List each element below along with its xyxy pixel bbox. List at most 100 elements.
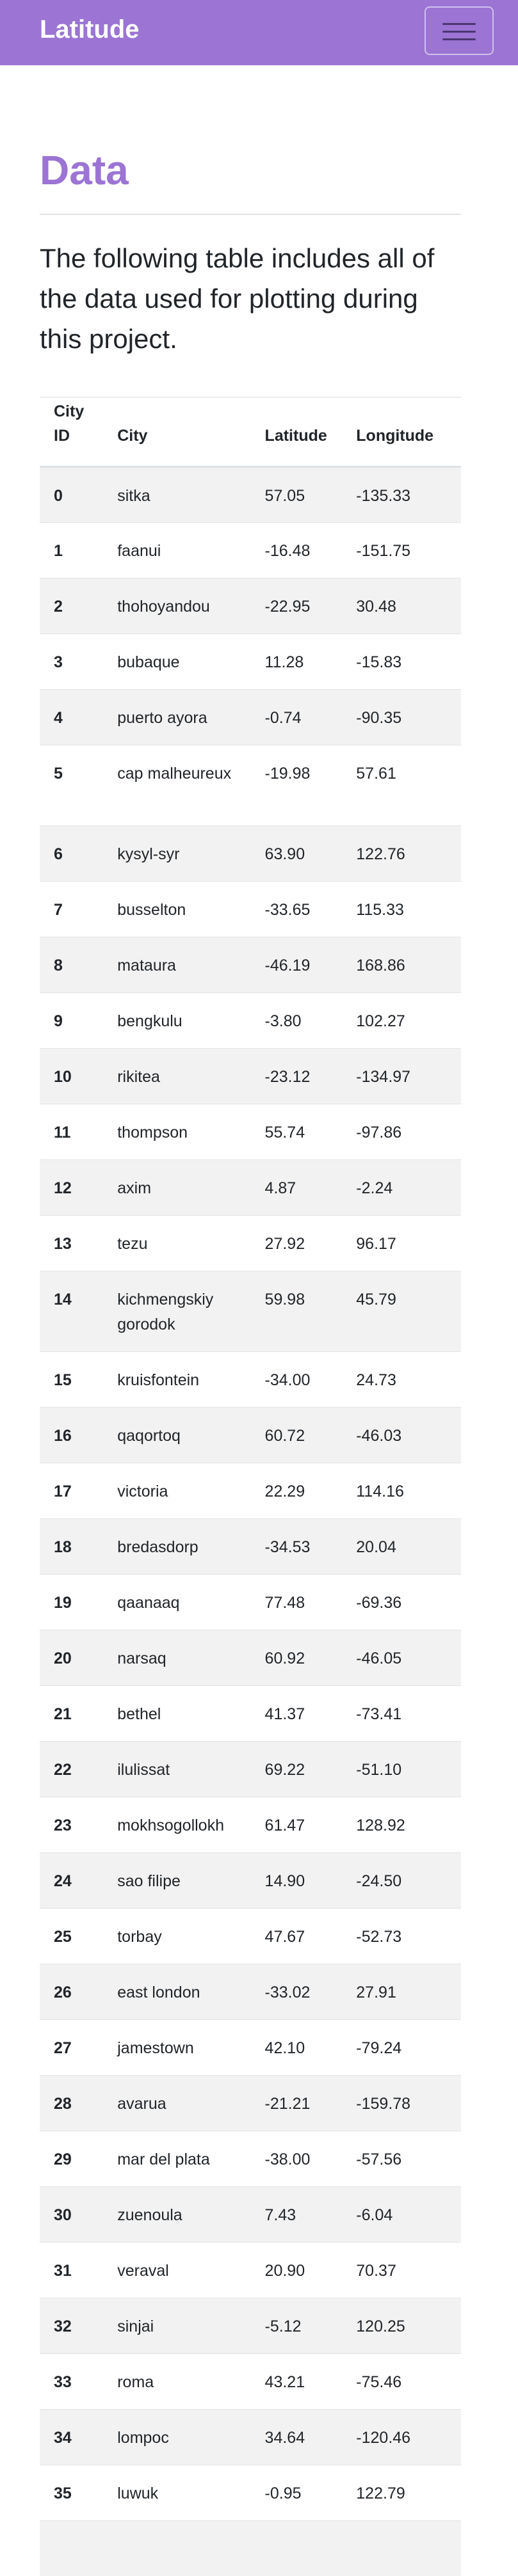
table-row: 34 lompoc 34.64 -120.46 xyxy=(40,2408,461,2465)
cell-latitude: -33.02 xyxy=(250,1963,343,2019)
cell-latitude: 43.21 xyxy=(250,2353,343,2409)
cell-latitude: 60.72 xyxy=(250,1406,343,1463)
navbar: Latitude xyxy=(0,0,518,65)
table-row: 32 sinjai -5.12 120.25 xyxy=(40,2297,461,2353)
page-title: Data xyxy=(40,147,129,193)
cell-longitude: -79.24 xyxy=(342,2019,461,2075)
cell-city-id: 27 xyxy=(40,2019,104,2075)
cell-longitude: -6.04 xyxy=(342,2186,461,2242)
table-row: 9 bengkulu -3.80 102.27 xyxy=(40,992,461,1048)
cell-longitude: -135.33 xyxy=(342,466,461,522)
table-row: 24 sao filipe 14.90 -24.50 xyxy=(40,1852,461,1908)
cell-city-id: 17 xyxy=(40,1462,104,1518)
cell-latitude: 14.90 xyxy=(250,1852,343,1908)
cell-city: bredasdorp xyxy=(103,1518,251,1574)
table-row: 21 bethel 41.37 -73.41 xyxy=(40,1685,461,1741)
table-row: 3 bubaque 11.28 -15.83 xyxy=(40,633,461,689)
cell-latitude: -22.95 xyxy=(250,577,343,633)
cell-longitude: -151.75 xyxy=(342,521,461,578)
table-row: 2 thohoyandou -22.95 30.48 xyxy=(40,577,461,633)
cell-latitude: -23.12 xyxy=(250,1047,343,1104)
table-row: 6 kysyl-syr 63.90 122.76 xyxy=(40,825,461,881)
cell-city: bengkulu xyxy=(103,992,251,1048)
cell-longitude: -159.78 xyxy=(342,2074,461,2131)
cell-longitude: -15.83 xyxy=(342,633,461,689)
cell-city-id: 6 xyxy=(40,825,104,881)
cell-city: mataura xyxy=(103,936,251,992)
table-row: 13 tezu 27.92 96.17 xyxy=(40,1214,461,1271)
cell-city-id: 18 xyxy=(40,1518,104,1574)
navbar-toggle-button[interactable] xyxy=(425,6,494,55)
cell-longitude: 70.37 xyxy=(342,2241,461,2298)
cell-city-id: 9 xyxy=(40,992,104,1048)
cell-longitude: 20.04 xyxy=(342,1518,461,1574)
cell-city-id: 33 xyxy=(40,2353,104,2409)
table-row: 7 busselton -33.65 115.33 xyxy=(40,880,461,937)
cell-longitude: 122.76 xyxy=(342,825,461,881)
cell-city: roma xyxy=(103,2353,251,2409)
table-row: 4 puerto ayora -0.74 -90.35 xyxy=(40,688,461,745)
cell-city: axim xyxy=(103,1159,251,1215)
cell-city-id: 2 xyxy=(40,577,104,633)
table-row: 14 kichmengskiy gorodok 59.98 45.79 xyxy=(40,1270,461,1351)
cell-latitude: -38.00 xyxy=(250,2130,343,2186)
table-row: 29 mar del plata -38.00 -57.56 xyxy=(40,2130,461,2186)
cell-latitude: -34.00 xyxy=(250,1351,343,1407)
cell-city-id: 34 xyxy=(40,2408,104,2465)
cell-latitude: -0.74 xyxy=(250,688,343,745)
cell-city-id xyxy=(40,2520,104,2576)
cell-city: kruisfontein xyxy=(103,1351,251,1407)
title-divider xyxy=(40,214,461,215)
cell-city: mar del plata xyxy=(103,2130,251,2186)
cell-latitude: 11.28 xyxy=(250,633,343,689)
table-row: 19 qaanaaq 77.48 -69.36 xyxy=(40,1573,461,1630)
cell-city: cap malheureux xyxy=(103,744,251,825)
cell-latitude: -3.80 xyxy=(250,992,343,1048)
cell-city-id: 5 xyxy=(40,744,104,825)
cell-longitude: -69.36 xyxy=(342,1573,461,1630)
table-row: 22 ilulissat 69.22 -51.10 xyxy=(40,1740,461,1797)
cell-city: torbay xyxy=(103,1907,251,1964)
table-row: 23 mokhsogollokh 61.47 128.92 xyxy=(40,1796,461,1852)
cell-city-id: 4 xyxy=(40,688,104,745)
header-city-id: City ID xyxy=(40,398,104,468)
cell-longitude: -75.46 xyxy=(342,2353,461,2409)
cell-city-id: 26 xyxy=(40,1963,104,2019)
cell-city: lompoc xyxy=(103,2408,251,2465)
cell-city-id: 28 xyxy=(40,2074,104,2131)
cell-latitude: -0.95 xyxy=(250,2464,343,2520)
cell-city-id: 7 xyxy=(40,880,104,937)
cell-latitude: 22.29 xyxy=(250,1462,343,1518)
table-row: 20 narsaq 60.92 -46.05 xyxy=(40,1629,461,1685)
table-row: 12 axim 4.87 -2.24 xyxy=(40,1159,461,1215)
cell-city: sao filipe xyxy=(103,1852,251,1908)
cell-city: qaanaaq xyxy=(103,1573,251,1630)
cell-city-id: 0 xyxy=(40,466,104,522)
cell-city: ilulissat xyxy=(103,1740,251,1797)
cell-city: victoria xyxy=(103,1462,251,1518)
cell-longitude: -46.03 xyxy=(342,1406,461,1463)
cell-city-id: 32 xyxy=(40,2297,104,2353)
table-row: 31 veraval 20.90 70.37 xyxy=(40,2241,461,2298)
cell-city-id: 15 xyxy=(40,1351,104,1407)
table-row: 16 qaqortoq 60.72 -46.03 xyxy=(40,1406,461,1463)
cell-city: busselton xyxy=(103,880,251,937)
navbar-brand[interactable]: Latitude xyxy=(40,15,140,44)
cell-city: zuenoula xyxy=(103,2186,251,2242)
cell-longitude: -120.46 xyxy=(342,2408,461,2465)
cell-latitude: 42.10 xyxy=(250,2019,343,2075)
cell-city: qaqortoq xyxy=(103,1406,251,1463)
table-row: 8 mataura -46.19 168.86 xyxy=(40,936,461,992)
cell-city: rikitea xyxy=(103,1047,251,1104)
table-row: 15 kruisfontein -34.00 24.73 xyxy=(40,1351,461,1407)
cell-longitude: -57.56 xyxy=(342,2130,461,2186)
table-row: 18 bredasdorp -34.53 20.04 xyxy=(40,1518,461,1574)
cell-longitude: 120.25 xyxy=(342,2297,461,2353)
cell-city: sitka xyxy=(103,466,251,522)
table-header-row: City ID City Latitude Longitude xyxy=(40,398,461,468)
cell-city-id: 22 xyxy=(40,1740,104,1797)
cell-city-id: 20 xyxy=(40,1629,104,1685)
cell-city: tezu xyxy=(103,1214,251,1271)
cell-city xyxy=(103,2520,251,2576)
table-row: 0 sitka 57.05 -135.33 xyxy=(40,466,461,522)
